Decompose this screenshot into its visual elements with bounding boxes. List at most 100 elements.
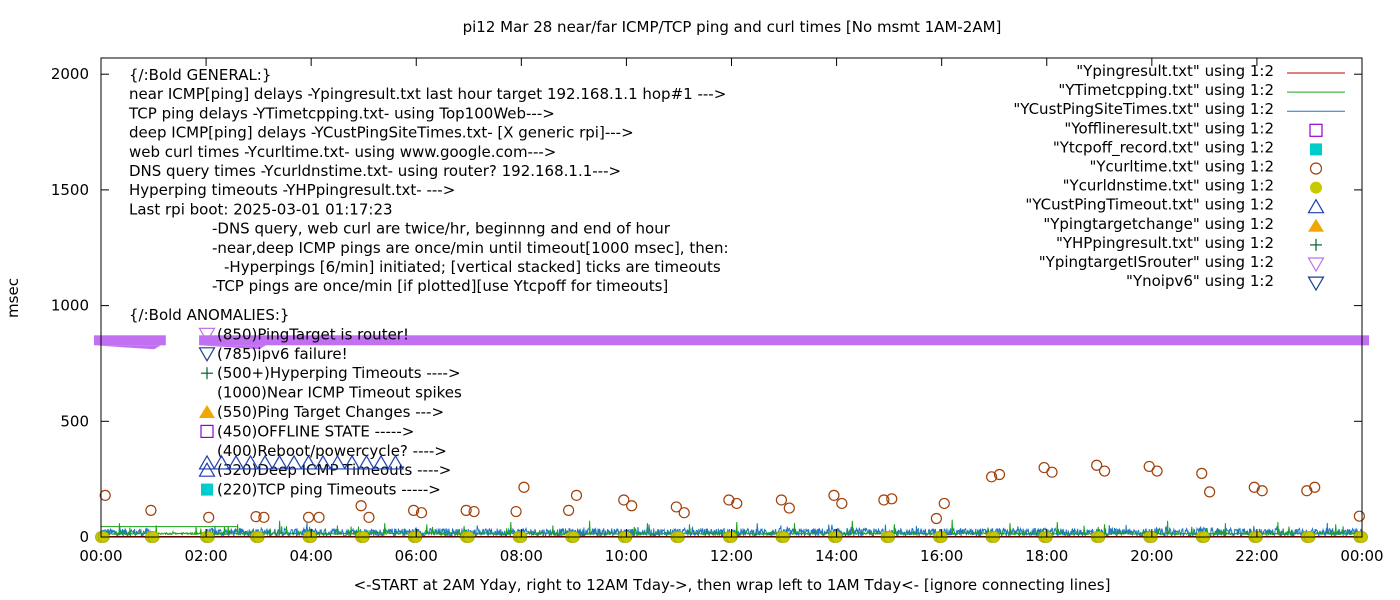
annotation-line: (450)OFFLINE STATE -----> — [217, 422, 414, 440]
annotation-marker — [199, 405, 215, 418]
curltime-point — [775, 494, 788, 506]
open-triangle-marker — [198, 454, 216, 470]
x-tick-label: 02:00 — [184, 547, 227, 565]
x-tick-label: 04:00 — [290, 547, 333, 565]
x-tick-label: 14:00 — [815, 547, 858, 565]
open-triangle-marker — [227, 454, 245, 470]
curltime-point — [510, 505, 522, 518]
curltime-point — [302, 511, 315, 523]
open-triangle-marker — [241, 454, 260, 470]
annotation-line: -DNS query, web curl are twice/hr, begin… — [212, 220, 671, 238]
deep-icmp-timeout-marker — [372, 454, 390, 470]
curltime-point — [468, 505, 480, 518]
legend-entry-label: "YTimetcpping.txt" using 1:2 — [1058, 81, 1274, 99]
annotation-marker — [198, 461, 216, 477]
open-triangle-down-marker — [1307, 276, 1325, 292]
legend-entry-marker — [1309, 162, 1323, 175]
curltime-point — [670, 501, 682, 513]
open-triangle-down-marker — [1307, 257, 1325, 273]
open-triangle-down-marker — [198, 327, 216, 343]
curltime-point — [460, 504, 472, 516]
deep-icmp-timeout-marker — [241, 454, 260, 470]
deep-icmp-timeout-marker — [314, 454, 332, 470]
x-tick-label: 18:00 — [1025, 547, 1068, 565]
router-band-edge — [199, 345, 267, 350]
curltime-point — [258, 511, 270, 523]
curltime-point — [518, 481, 530, 493]
annotation-marker — [200, 424, 214, 438]
open-square-marker — [200, 424, 214, 438]
deep-icmp-timeout-marker — [212, 454, 231, 470]
curltime-point — [1256, 485, 1268, 497]
y-tick-label: 500 — [60, 412, 89, 430]
annotation-line: (550)Ping Target Changes ---> — [217, 403, 444, 421]
deep-icmp-timeout-marker — [198, 454, 216, 470]
open-triangle-marker — [314, 454, 332, 470]
open-triangle-marker — [270, 454, 289, 470]
deep-icmp-timeout-marker — [270, 454, 289, 470]
annotation-line: -TCP pings are once/min [if plotted][use… — [212, 277, 668, 295]
open-triangle-marker — [386, 454, 405, 470]
legend-entry-marker — [1310, 238, 1322, 251]
open-triangle-marker — [285, 454, 303, 470]
curltime-point — [355, 500, 367, 512]
curltime-point — [1309, 481, 1321, 493]
legend-entry-marker — [1310, 181, 1322, 194]
chart-title: pi12 Mar 28 near/far ICMP/TCP ping and c… — [463, 18, 1002, 36]
curltime-point — [99, 489, 111, 501]
x-tick-label: 08:00 — [500, 547, 543, 565]
curltime-point — [828, 489, 840, 501]
legend-entry-marker — [1309, 123, 1323, 137]
series-pingtarget-router-band — [199, 335, 1369, 350]
legend-entry-marker — [1308, 218, 1324, 232]
filled-square-marker — [1310, 143, 1322, 156]
y-tick-label: 1000 — [51, 297, 89, 315]
deep-icmp-timeout-marker — [357, 454, 376, 470]
annotation-line: web curl times -Ycurltime.txt- using www… — [129, 143, 556, 161]
legend-entry-marker — [1307, 257, 1325, 273]
annotation-line: Last rpi boot: 2025-03-01 01:17:23 — [129, 200, 393, 218]
curltime-point — [1098, 465, 1111, 477]
legend-entry-label: "YCustPingSiteTimes.txt" using 1:2 — [1013, 100, 1274, 118]
axes: 0 500 1000 1500 2000 00:00 02:00 04:00 06:00 08:0… — [51, 58, 1384, 565]
annotation-line: Hyperping timeouts -YHPpingresult.txt- -… — [129, 181, 455, 199]
open-circle-marker — [1309, 162, 1323, 175]
legend-entry-marker — [1307, 276, 1325, 292]
legend-entry-label: "Ycurldnstime.txt" using 1:2 — [1063, 177, 1274, 195]
legend-entry-label: "YCustPingTimeout.txt" using 1:2 — [1025, 196, 1274, 214]
annotation-line: deep ICMP[ping] delays -YCustPingSiteTim… — [129, 124, 634, 142]
open-triangle-marker — [343, 454, 361, 470]
curltime-point — [886, 493, 898, 505]
curltime-point — [250, 511, 262, 523]
router-band-fill — [199, 335, 1369, 346]
curltime-point — [678, 507, 690, 519]
annotation-marker — [198, 327, 216, 343]
deep-icmp-timeout-marker — [328, 454, 347, 470]
curltime-point — [930, 512, 943, 525]
x-tick-label: 16:00 — [920, 547, 963, 565]
curltime-point — [145, 504, 157, 516]
legend-entry-label: "Ycurltime.txt" using 1:2 — [1089, 158, 1274, 176]
legend-entry-label: "Ynoipv6" using 1:2 — [1126, 272, 1274, 290]
legend-entry-label: "YpingtargetISrouter" using 1:2 — [1039, 253, 1274, 271]
legend-entry-label: "Yofflineresult.txt" using 1:2 — [1064, 119, 1274, 137]
router-band-edge — [94, 345, 161, 350]
series-pingtarget-router-band — [94, 335, 166, 350]
annotation-block: {/:Bold GENERAL:}near ICMP[ping] delays … — [128, 66, 729, 499]
curltime-point — [1091, 459, 1103, 471]
x-tick-label: 10:00 — [605, 547, 648, 565]
open-triangle-marker — [256, 454, 274, 470]
annotation-line: {/:Bold ANOMALIES:} — [129, 306, 289, 324]
curltime-point — [1204, 486, 1216, 498]
curltime-point — [415, 507, 428, 519]
curltime-point — [313, 511, 325, 523]
legend-entry-label: "Ytcpoff_record.txt" using 1:2 — [1053, 138, 1274, 157]
annotation-line: (320)Deep ICMP Timeouts ----> — [217, 461, 451, 479]
curltime-point — [993, 468, 1006, 481]
y-tick-label: 1500 — [51, 181, 89, 199]
deep-icmp-timeout-marker — [256, 454, 274, 470]
x-tick-label: 20:00 — [1130, 547, 1173, 565]
filled-triangle-marker — [199, 405, 215, 418]
deep-icmp-timeout-marker — [386, 454, 405, 470]
